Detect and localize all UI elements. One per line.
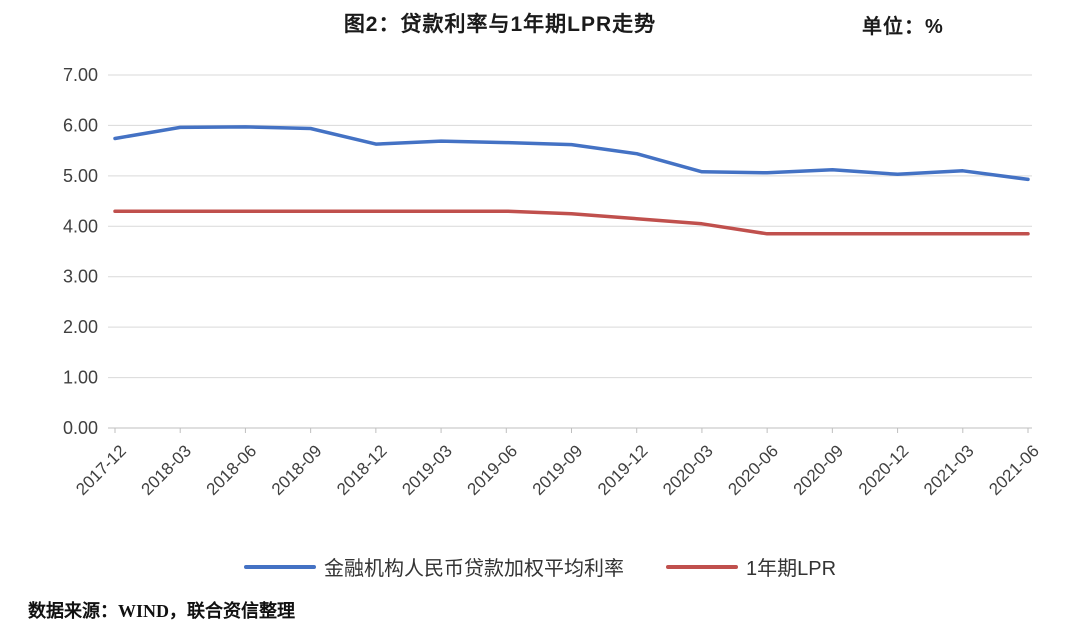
chart-title: 图2：贷款利率与1年期LPR走势 xyxy=(343,13,657,36)
legend-item-loan-rate: 金融机构人民币贷款加权平均利率 xyxy=(243,552,624,581)
y-tick-label: 6.00 xyxy=(63,115,98,135)
legend-line-swatch-red xyxy=(665,564,738,569)
x-tick-label: 2020-06 xyxy=(724,441,782,499)
legend-label: 1年期LPR xyxy=(745,558,837,580)
y-tick-label: 7.00 xyxy=(63,65,98,85)
chart-legend: 金融机构人民币贷款加权平均利率 1年期LPR xyxy=(0,552,1080,581)
series-line-0 xyxy=(113,125,1030,182)
x-tick-label: 2019-09 xyxy=(529,441,587,499)
y-tick-label: 1.00 xyxy=(63,368,98,388)
x-tick-label: 2019-06 xyxy=(464,441,522,499)
unit-label: 单位：% xyxy=(862,16,944,38)
y-tick-label: 0.00 xyxy=(63,418,98,438)
x-tick-label: 2019-12 xyxy=(594,441,652,499)
y-tick-label: 5.00 xyxy=(63,166,98,186)
legend-line-swatch-blue xyxy=(243,564,316,569)
x-tick-label: 2020-03 xyxy=(659,441,717,499)
x-tick-label: 2019-03 xyxy=(398,441,456,499)
x-tick-label: 2018-09 xyxy=(268,441,326,499)
x-tick-label: 2018-06 xyxy=(203,441,261,499)
x-tick-label: 2021-03 xyxy=(920,441,978,499)
legend-label: 金融机构人民币贷款加权平均利率 xyxy=(323,558,624,580)
x-tick-label: 2018-03 xyxy=(137,441,195,499)
y-tick-label: 3.00 xyxy=(63,267,98,287)
y-tick-label: 2.00 xyxy=(63,317,98,337)
data-source-note: 数据来源：WIND，联合资信整理 xyxy=(28,601,296,621)
legend-item-lpr: 1年期LPR xyxy=(665,552,837,581)
x-tick-label: 2020-12 xyxy=(855,441,913,499)
x-tick-label: 2017-12 xyxy=(72,441,130,499)
x-tick-label: 2018-12 xyxy=(333,441,391,499)
x-tick-label: 2021-06 xyxy=(985,441,1043,499)
x-tick-label: 2020-09 xyxy=(790,441,848,499)
y-tick-label: 4.00 xyxy=(63,216,98,236)
series-line-1 xyxy=(113,209,1030,236)
